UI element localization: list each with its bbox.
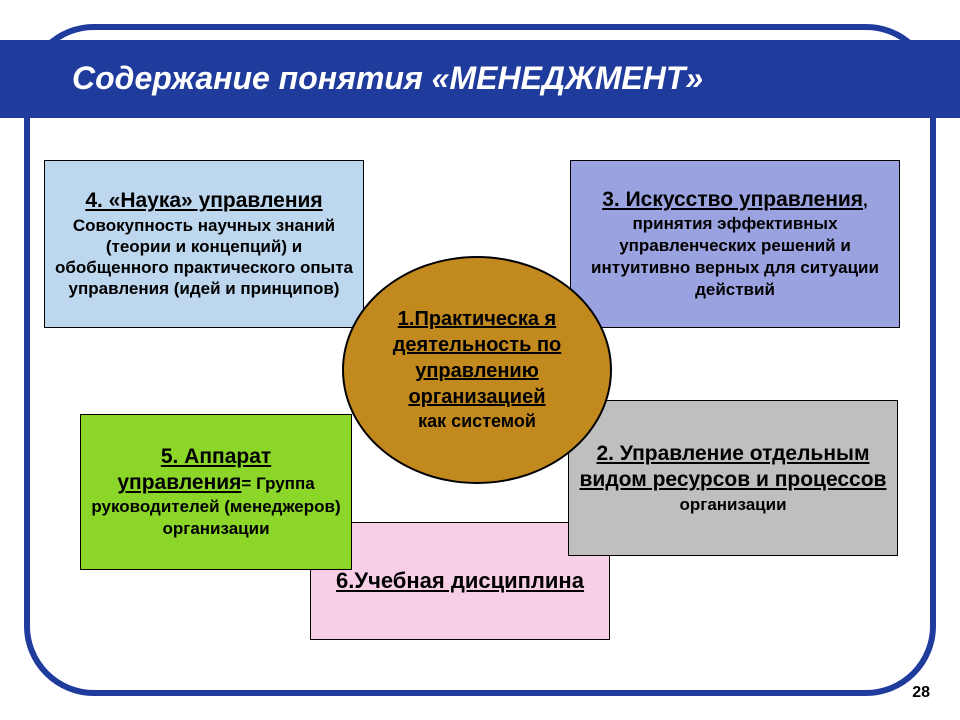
box-2-resources: 2. Управление отдельным видом ресурсов и… — [568, 400, 898, 556]
slide: Содержание понятия «МЕНЕДЖМЕНТ» 6.Учебна… — [0, 0, 960, 720]
box-3-heading: 3. Искусство управления — [602, 188, 863, 211]
box-2-body: организации — [679, 494, 786, 515]
oval-body: как системой — [418, 410, 536, 433]
box-3-art: 3. Искусство управления, принятия эффект… — [570, 160, 900, 328]
box-3-text: 3. Искусство управления, принятия эффект… — [581, 187, 889, 301]
box-2-heading: 2. Управление отдельным видом ресурсов и… — [579, 441, 887, 494]
page-number: 28 — [912, 684, 930, 702]
box-5-text: 5. Аппарат управления= Группа руководите… — [91, 444, 341, 541]
slide-title: Содержание понятия «МЕНЕДЖМЕНТ» — [72, 60, 703, 97]
center-oval-practice: 1.Практическа я деятельность по управлен… — [342, 256, 612, 484]
box-4-heading: 4. «Наука» управления — [85, 188, 322, 214]
oval-heading: 1.Практическа я деятельность по управлен… — [368, 306, 586, 410]
box-4-science: 4. «Наука» управления Совокупность научн… — [44, 160, 364, 328]
box-6-discipline: 6.Учебная дисциплина — [310, 522, 610, 640]
box-5-apparatus: 5. Аппарат управления= Группа руководите… — [80, 414, 352, 570]
box-6-heading: 6.Учебная дисциплина — [336, 567, 584, 595]
box-4-body: Совокупность научных знаний (теории и ко… — [55, 215, 353, 300]
